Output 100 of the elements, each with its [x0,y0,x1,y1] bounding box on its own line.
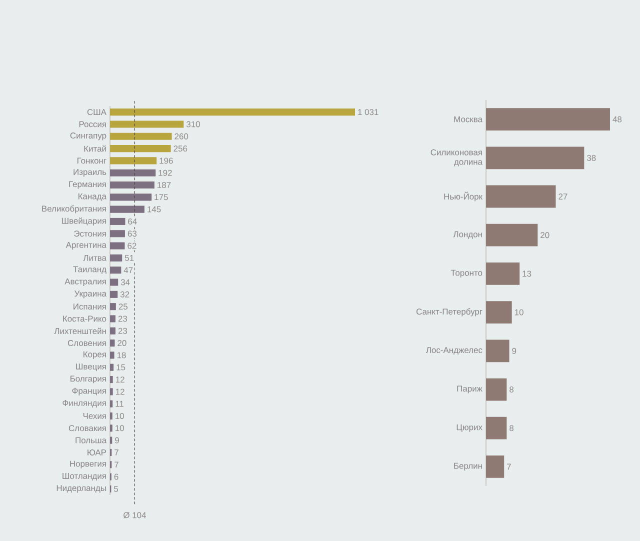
y-tick-label: Литва [83,254,106,261]
data-label: 7 [114,450,118,456]
data-label: 64 [128,218,137,224]
data-label: 10 [116,425,124,432]
y-tick-label: Париж [457,386,482,394]
data-label: 18 [117,352,126,358]
data-label: 11 [116,400,124,407]
y-tick-label: Эстония [74,230,106,237]
bar [110,376,113,384]
y-tick-label: США [87,109,106,116]
y-tick-label: Норвегия [70,460,106,468]
bar [486,378,507,401]
data-label: 38 [586,154,596,161]
data-label: 10 [116,412,124,419]
y-tick-label: Китай [84,145,106,152]
bar [110,327,116,334]
bar [486,301,512,324]
data-label: 27 [558,194,568,200]
bar [486,262,520,285]
bar [110,132,172,140]
data-label: 25 [118,304,128,310]
bar [110,218,126,226]
y-tick-label: Словения [68,340,106,346]
y-tick-label: Израиль [74,169,106,177]
data-label: 260 [174,133,188,140]
bar [110,352,114,359]
data-label: 15 [116,364,126,370]
data-label: 6 [114,474,118,480]
y-tick-label: Болгария [70,376,106,384]
y-tick-label: Канада [78,193,106,201]
y-tick-label: Аргентина [66,242,106,250]
data-label: 1 031 [358,109,378,116]
y-tick-label: Сингапур [70,132,106,140]
bar [110,169,156,176]
data-label: 7 [114,462,118,468]
bar [110,290,118,298]
y-tick-label: Россия [79,121,106,128]
data-label: 8 [510,425,514,432]
y-tick-label: Лос-Анджелес [426,347,482,355]
y-tick-label: Швеция [76,364,106,372]
bar [110,266,122,274]
data-label: 196 [160,158,173,164]
bar [486,108,610,130]
data-label: 187 [158,182,171,188]
data-label: 9 [512,348,516,354]
y-tick-label: Шотландия [62,473,106,481]
data-label: 8 [510,386,514,392]
y-tick-label: Австралия [64,278,106,286]
data-label: 13 [522,270,532,277]
y-tick-label: Великобритания [42,205,106,214]
y-tick-label: Торонто [450,270,482,278]
y-tick-label: Гонконг [77,158,106,164]
bar [486,416,507,440]
data-label: 47 [124,267,133,274]
bar [110,400,113,408]
bar [486,146,584,170]
data-label: 10 [514,309,524,316]
y-tick-label: Лондон [453,231,482,239]
y-tick-label: Нидерланды [56,485,106,493]
bar [110,364,114,371]
bar [110,120,184,128]
bar [486,224,538,246]
bar [110,194,152,201]
y-tick-label: Польша [76,437,106,444]
data-label: 32 [120,291,130,298]
y-tick-label: Швейцария [62,217,106,226]
data-label: 192 [158,170,172,176]
y-tick-label: Цюрих [456,424,482,432]
y-tick-label: Нью-Йорк [444,192,483,202]
bar [110,254,122,262]
bar [110,108,355,116]
data-label: 20 [540,232,550,238]
y-tick-label: Испания [74,304,106,310]
data-label: 34 [120,279,130,286]
bar [110,388,113,396]
data-label: 20 [118,340,126,346]
y-tick-label: Франция [72,388,106,396]
y-tick-label: Силиконовая долина [430,149,482,166]
data-label: 5 [114,486,118,492]
y-tick-label: Лихтенштейн [54,328,106,334]
bar [110,157,157,164]
bar [110,278,118,286]
data-label: 256 [174,146,188,152]
data-label: 23 [118,316,128,322]
data-label: 175 [154,194,168,200]
data-label: 310 [186,121,200,128]
y-tick-label: Словакия [68,425,106,432]
bar [486,340,510,362]
y-tick-label: Таиланд [73,266,106,274]
y-tick-label: Украина [74,290,106,298]
data-label: 62 [128,242,136,249]
y-tick-label: Санкт-Петербург [416,308,482,316]
y-tick-label: ЮАР [88,449,106,456]
data-label: 12 [116,376,124,382]
y-tick-label: Чехия [83,413,106,419]
bar [110,230,125,238]
y-tick-label: Москва [454,116,482,122]
y-tick-label: Берлин [454,462,482,470]
bar [486,456,504,478]
bar [110,242,125,250]
